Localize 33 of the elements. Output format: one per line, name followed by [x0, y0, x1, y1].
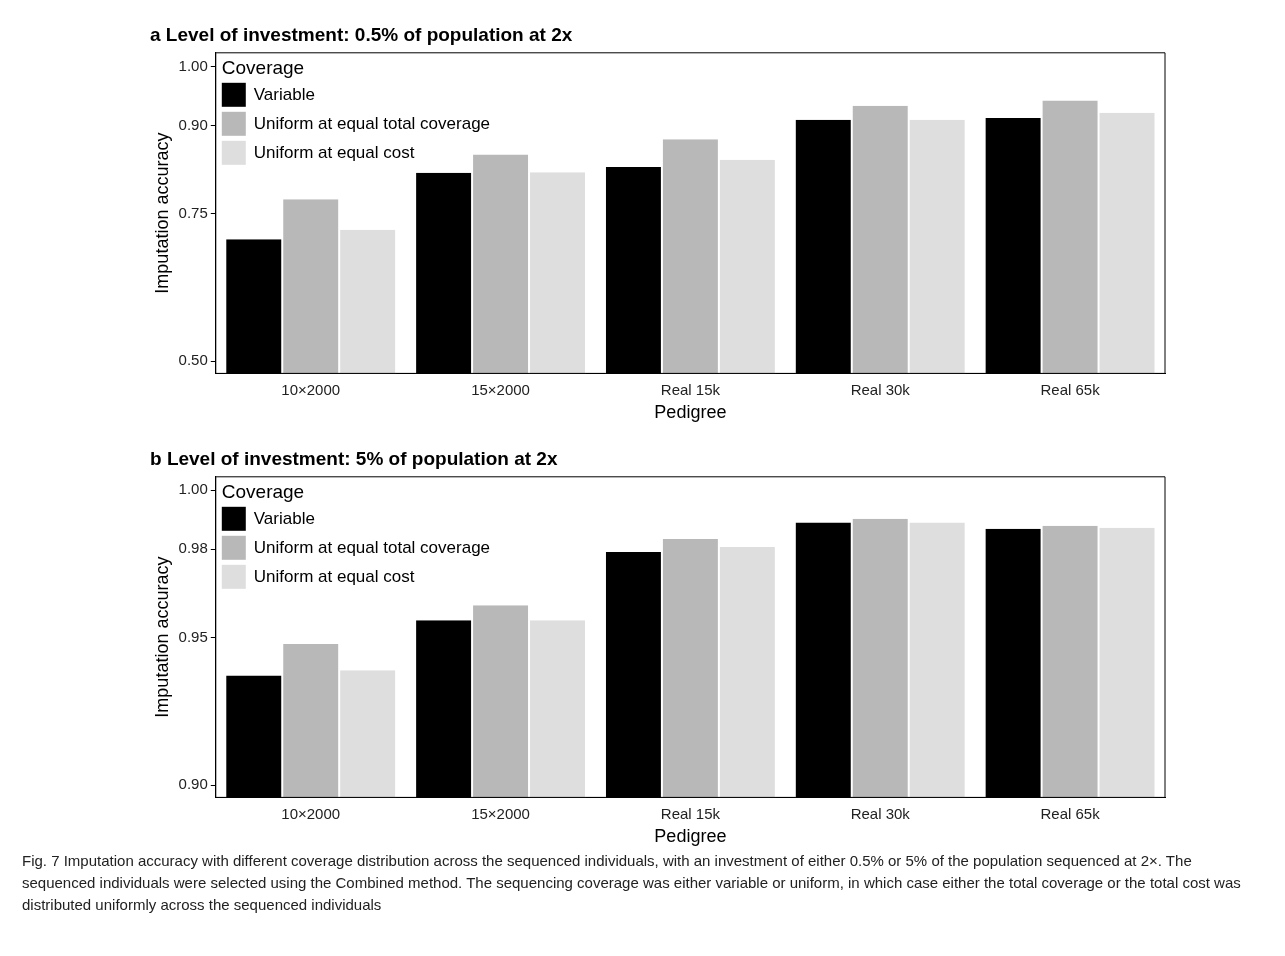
x-tick-label: 15×2000: [471, 380, 530, 398]
y-tick-label: 0.98: [178, 539, 208, 557]
y-tick-label: 0.95: [178, 627, 208, 645]
chart-title: b Level of investment: 5% of population at 2x: [150, 447, 558, 469]
x-tick-label: Real 30k: [850, 804, 911, 822]
legend-label: Uniform at equal cost: [253, 567, 415, 587]
legend-label: Variable: [253, 509, 315, 529]
y-tick-label: 0.90: [178, 115, 208, 133]
y-axis-title: Imputation accuracy: [151, 556, 172, 718]
x-axis-title: Pedigree: [654, 826, 727, 847]
legend-label: Uniform at equal total coverage: [253, 114, 491, 134]
y-axis-title: Imputation accuracy: [151, 132, 172, 294]
x-tick-label: Real 15k: [660, 380, 721, 398]
x-axis-title: Pedigree: [654, 402, 727, 423]
y-tick-label: 1.00: [178, 57, 208, 75]
legend-label: Uniform at equal cost: [253, 143, 415, 163]
x-tick-label: Real 15k: [660, 804, 721, 822]
caption: Fig. 7 Imputation accuracy with different coverage distribution across the sequenced individuals, with an investment of either 0.5% or 5% of the population sequenced at 2×. The sequenced individuals were selected using the Combined method. The sequencing coverage was either variable or uniform, in which case either the total coverage or the total cost was distributed uniformly across the sequenced individuals: [22, 851, 1242, 915]
y-tick-label: 0.50: [178, 351, 208, 369]
x-tick-label: Real 65k: [1040, 804, 1101, 822]
legend-title: Coverage: [221, 481, 305, 503]
legend-label: Uniform at equal total coverage: [253, 538, 491, 558]
x-tick-label: 15×2000: [471, 804, 530, 822]
chart-title: a Level of investment: 0.5% of population at 2x: [150, 23, 573, 45]
x-tick-label: Real 30k: [850, 380, 911, 398]
y-tick-label: 1.00: [178, 480, 208, 498]
x-tick-label: Real 65k: [1040, 380, 1101, 398]
legend-label: Variable: [253, 85, 315, 105]
x-tick-label: 10×2000: [281, 380, 341, 398]
legend-title: Coverage: [221, 57, 305, 79]
x-tick-label: 10×2000: [281, 804, 341, 822]
y-tick-label: 0.75: [178, 204, 208, 222]
y-tick-label: 0.90: [178, 775, 208, 793]
